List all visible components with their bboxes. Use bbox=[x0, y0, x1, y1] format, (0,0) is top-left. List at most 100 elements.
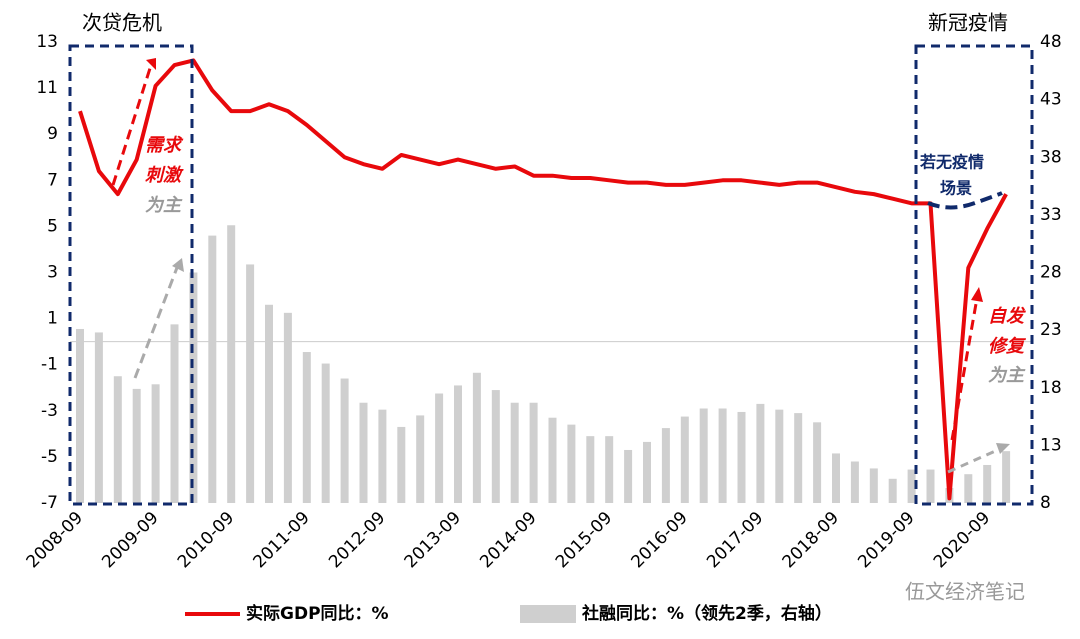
annotation: 修复 bbox=[988, 336, 1027, 357]
bar bbox=[491, 390, 500, 503]
bar bbox=[416, 415, 425, 503]
y-tick-label: -5 bbox=[41, 447, 58, 467]
bar bbox=[661, 428, 670, 503]
annotation: 需求 bbox=[145, 135, 184, 156]
bar bbox=[472, 372, 481, 503]
annotation: 刺激 bbox=[145, 165, 184, 186]
bar bbox=[548, 417, 557, 503]
bar bbox=[151, 384, 160, 503]
bar bbox=[775, 409, 784, 503]
bar bbox=[94, 332, 103, 503]
bar bbox=[113, 376, 122, 503]
bar bbox=[964, 474, 973, 503]
bar bbox=[624, 449, 633, 503]
y-tick-label: -7 bbox=[41, 493, 58, 513]
x-tick-label: 2013-09 bbox=[401, 508, 465, 572]
watermark: 伍文经济笔记 bbox=[905, 580, 1025, 604]
bar bbox=[189, 272, 198, 503]
x-tick-label: 2017-09 bbox=[703, 508, 767, 572]
x-tick-label: 2018-09 bbox=[779, 508, 843, 572]
bar bbox=[888, 478, 897, 503]
y-tick-label: -1 bbox=[41, 355, 58, 375]
bar bbox=[340, 378, 349, 503]
y-tick-label: 1 bbox=[47, 309, 58, 329]
bar bbox=[510, 402, 519, 503]
bar bbox=[265, 304, 273, 503]
annotation: 场景 bbox=[940, 179, 972, 198]
y-tick-label: 7 bbox=[47, 170, 58, 190]
annotation: 新冠疫情 bbox=[928, 11, 1008, 35]
y2-tick-label: 38 bbox=[1040, 147, 1062, 167]
bar bbox=[737, 411, 746, 503]
y-tick-label: -3 bbox=[41, 401, 58, 421]
legend-swatch bbox=[520, 605, 576, 623]
x-tick-label: 2015-09 bbox=[552, 508, 616, 572]
bar bbox=[246, 264, 255, 503]
bar bbox=[643, 441, 651, 503]
y-tick-label: 9 bbox=[47, 124, 58, 144]
y2-tick-label: 23 bbox=[1040, 320, 1062, 340]
bar bbox=[208, 235, 217, 503]
x-tick-label: 2010-09 bbox=[174, 508, 238, 572]
x-tick-label: 2019-09 bbox=[854, 508, 918, 572]
scenario-line bbox=[927, 191, 1003, 210]
bar bbox=[832, 453, 840, 503]
bar bbox=[170, 324, 179, 503]
annotation-shapes bbox=[68, 44, 1034, 506]
arrow-head bbox=[172, 258, 184, 272]
y-tick-label: 13 bbox=[36, 32, 58, 52]
plot: -7-5-3-1135791113813182328333843482008-0… bbox=[23, 32, 1062, 572]
bar bbox=[454, 385, 462, 503]
bar bbox=[227, 225, 236, 503]
x-tick-label: 2008-09 bbox=[23, 508, 87, 572]
bar bbox=[283, 312, 292, 503]
y2-tick-label: 28 bbox=[1040, 263, 1062, 283]
bar bbox=[983, 464, 992, 503]
arrow-head bbox=[971, 287, 983, 302]
y-tick-label: 5 bbox=[47, 216, 58, 236]
bar bbox=[699, 408, 708, 503]
bar bbox=[850, 461, 859, 503]
y-tick-label: 3 bbox=[47, 263, 58, 283]
bar bbox=[869, 468, 878, 503]
bar bbox=[359, 402, 368, 503]
arrow bbox=[111, 61, 154, 186]
arrow bbox=[947, 446, 1003, 474]
y2-tick-label: 33 bbox=[1040, 205, 1062, 225]
bar bbox=[1002, 451, 1011, 503]
arrow bbox=[133, 264, 180, 379]
bar bbox=[321, 363, 330, 503]
x-tick-label: 2014-09 bbox=[476, 508, 540, 572]
bar bbox=[76, 328, 84, 503]
bar bbox=[718, 408, 727, 503]
bar bbox=[435, 393, 444, 503]
bar bbox=[132, 388, 141, 503]
annotation: 为主 bbox=[145, 195, 183, 216]
bar bbox=[756, 403, 765, 503]
bar bbox=[529, 402, 538, 503]
bar bbox=[680, 416, 689, 503]
bar bbox=[378, 409, 387, 503]
x-tick-label: 2011-09 bbox=[250, 508, 314, 572]
bar bbox=[926, 469, 935, 503]
bar bbox=[907, 469, 916, 503]
y2-tick-label: 43 bbox=[1040, 90, 1062, 110]
bar bbox=[397, 426, 406, 503]
y2-tick-label: 48 bbox=[1040, 32, 1062, 52]
x-tick-label: 2012-09 bbox=[325, 508, 389, 572]
bar bbox=[794, 413, 803, 503]
annotation: 次贷危机 bbox=[82, 11, 162, 35]
arrow bbox=[950, 297, 979, 441]
bar bbox=[567, 424, 576, 503]
line bbox=[78, 58, 1008, 501]
covid-box bbox=[914, 44, 1034, 506]
y2-tick-label: 13 bbox=[1040, 435, 1062, 455]
bar bbox=[586, 436, 595, 503]
annotation: 若无疫情 bbox=[919, 153, 984, 172]
arrow-head bbox=[146, 58, 156, 70]
x-tick-label: 2009-09 bbox=[98, 508, 162, 572]
x-tick-label: 2020-09 bbox=[930, 508, 994, 572]
y-tick-label: 11 bbox=[36, 78, 58, 98]
legend-label: 社融同比：%（领先2季，右轴） bbox=[581, 603, 832, 624]
